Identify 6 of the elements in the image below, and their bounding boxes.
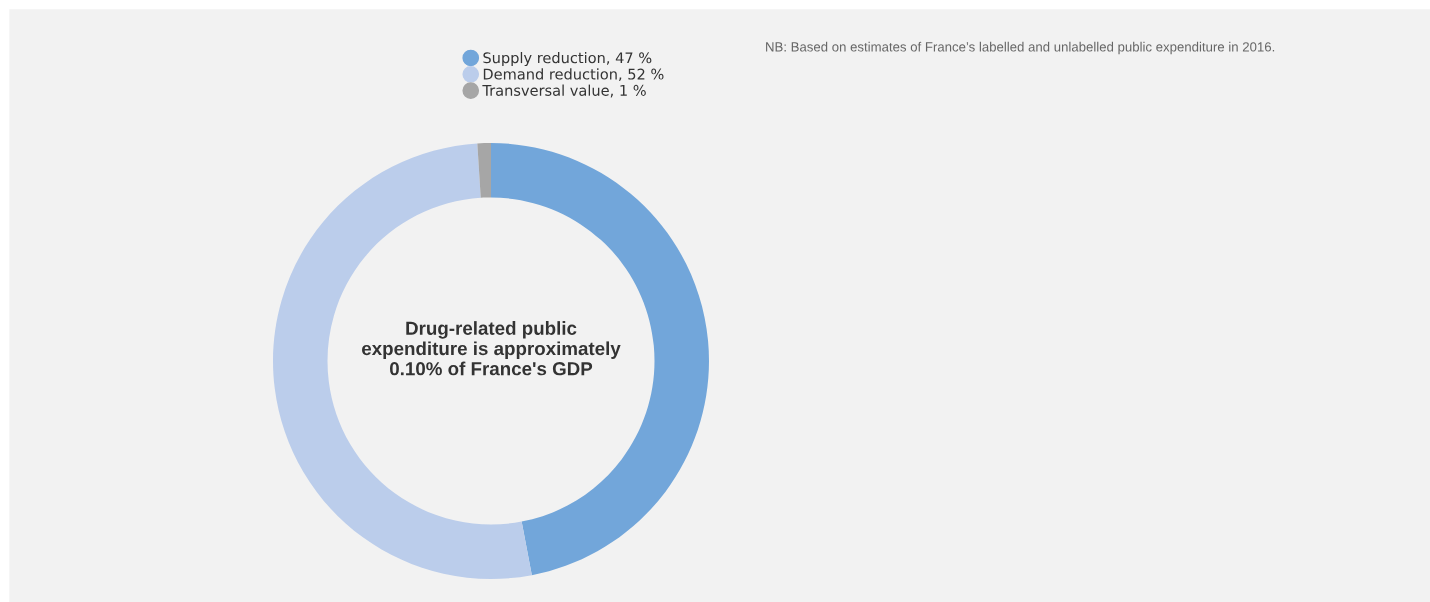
legend-label: Demand reduction, 52 % [483, 68, 664, 82]
legend-label: Transversal value, 1 % [482, 84, 646, 98]
donut-slice [477, 143, 491, 198]
text: Drug-related public expenditure is approximately 0.10% of France's GDP [362, 321, 621, 376]
text: NB: Based on estimates of France’s labelled and unlabelled public expenditure in 2016. [766, 41, 1275, 55]
legend-label: Supply reduction, 47 % [483, 52, 652, 67]
